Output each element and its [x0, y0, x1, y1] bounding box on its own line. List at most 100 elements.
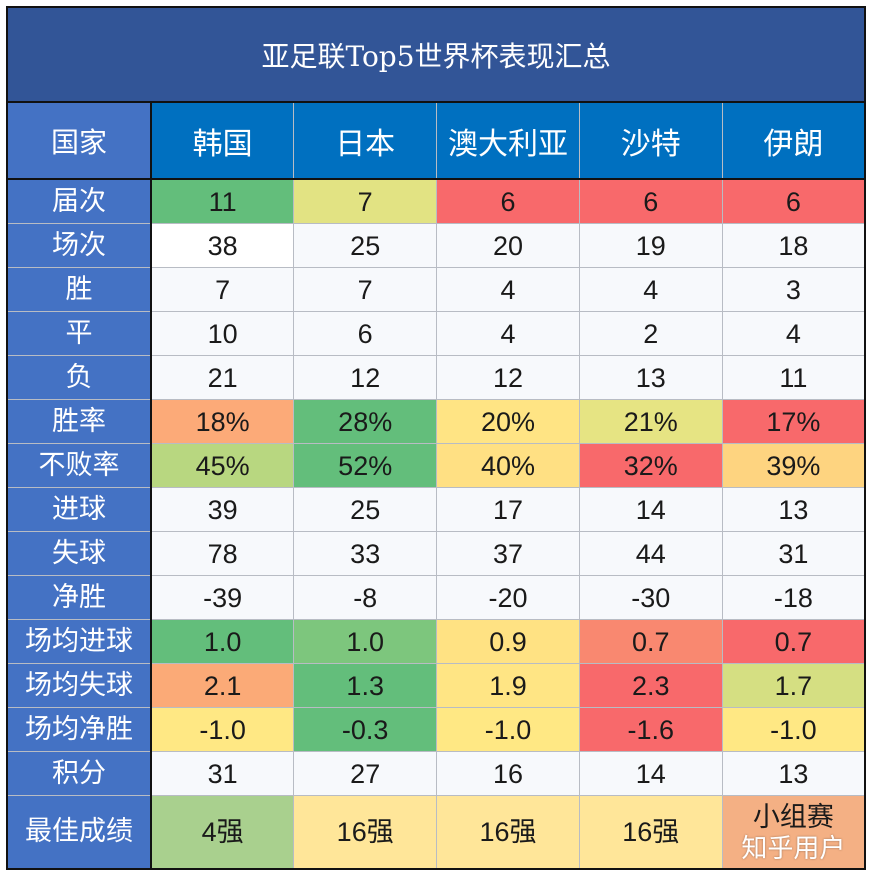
- data-cell: 17%: [721, 399, 866, 444]
- data-cell: 2: [578, 311, 723, 356]
- data-cell: 4: [436, 267, 580, 312]
- cell-value: 18%: [195, 406, 250, 437]
- row-label: 失球: [6, 531, 152, 576]
- table-title: 亚足联Top5世界杯表现汇总: [6, 6, 866, 103]
- cell-value: 4: [643, 274, 659, 305]
- cell-value: 20%: [480, 406, 536, 437]
- cell-value: -1.6: [627, 714, 675, 745]
- cell-value: 20: [492, 230, 524, 261]
- row-label: 进球: [6, 487, 152, 532]
- data-cell: -20: [436, 575, 580, 620]
- cell-value: 12: [350, 362, 381, 393]
- cell-value: 33: [350, 538, 381, 569]
- cell-value: 13: [778, 758, 809, 789]
- data-cell: 12: [293, 355, 438, 400]
- cell-value: 6: [357, 318, 373, 349]
- data-cell: 13: [721, 751, 866, 796]
- table-row: 胜率 18% 28% 20% 21% 17%: [6, 399, 866, 444]
- data-cell: -8: [293, 575, 438, 620]
- data-cell: 1.0: [150, 619, 295, 664]
- cell-value: 1.0: [203, 626, 242, 657]
- cell-value: -1.0: [199, 714, 246, 745]
- data-cell: 44: [578, 531, 723, 576]
- data-cell: 20%: [436, 399, 580, 444]
- cell-value: 12: [492, 362, 524, 393]
- data-cell: 32%: [578, 443, 723, 488]
- cell-value: 7: [215, 274, 231, 305]
- data-cell: 10: [150, 311, 295, 356]
- cell-value: 13: [778, 494, 809, 525]
- row-label: 最佳成绩: [6, 795, 152, 870]
- data-cell: 小组赛 知乎用户: [721, 795, 866, 870]
- cell-value: 16强: [336, 817, 394, 847]
- country-header: 日本: [293, 101, 438, 180]
- data-cell: 2.1: [150, 663, 295, 708]
- data-cell: 39%: [721, 443, 866, 488]
- cell-value: 16强: [622, 817, 680, 847]
- header-row: 国家 韩国 日本 澳大利亚 沙特 伊朗: [6, 101, 866, 180]
- row-label: 届次: [6, 178, 152, 224]
- table-row: 场均净胜 -1.0 -0.3 -1.0 -1.6 -1.0: [6, 707, 866, 752]
- data-cell: 7: [150, 267, 295, 312]
- data-cell: -30: [578, 575, 723, 620]
- cell-value: -1.0: [484, 714, 532, 745]
- watermark: 知乎用户: [741, 833, 846, 863]
- cell-value: 11: [779, 362, 808, 393]
- cell-value: 14: [635, 758, 666, 789]
- cell-value: 28%: [338, 406, 393, 437]
- data-cell: 1.7: [721, 663, 866, 708]
- data-cell: 17: [436, 487, 580, 532]
- data-cell: 38: [150, 223, 295, 268]
- table-row: 场均失球 2.1 1.3 1.9 2.3 1.7: [6, 663, 866, 708]
- data-cell: 39: [150, 487, 295, 532]
- cell-value: 18: [778, 230, 809, 261]
- data-cell: 21%: [578, 399, 723, 444]
- data-cell: 16: [436, 751, 580, 796]
- cell-value: 17%: [766, 406, 821, 437]
- data-cell: 6: [578, 178, 723, 224]
- table-row: 负 21 12 12 13 11: [6, 355, 866, 400]
- data-cell: 25: [293, 487, 438, 532]
- data-cell: 78: [150, 531, 295, 576]
- data-cell: 12: [436, 355, 580, 400]
- cell-value: 0.9: [489, 626, 527, 657]
- row-label: 积分: [6, 751, 152, 796]
- data-cell: 20: [436, 223, 580, 268]
- cell-value: 3: [785, 274, 801, 305]
- data-cell: -1.0: [721, 707, 866, 752]
- table-row: 失球 78 33 37 44 31: [6, 531, 866, 576]
- data-cell: 11: [721, 355, 866, 400]
- data-cell: 3: [721, 267, 866, 312]
- cell-value: -1.0: [770, 714, 817, 745]
- cell-value: 2.3: [632, 670, 670, 701]
- table-row: 最佳成绩 4强 16强 16强 16强 小组赛 知乎用户: [6, 795, 866, 870]
- cell-value: 21%: [623, 406, 678, 437]
- data-cell: 16强: [578, 795, 723, 870]
- cell-value: 32%: [623, 450, 678, 481]
- cell-value: 0.7: [632, 626, 670, 657]
- cell-value: 0.7: [774, 626, 813, 657]
- row-label: 胜: [6, 267, 152, 312]
- data-cell: 27: [293, 751, 438, 796]
- data-cell: 45%: [150, 443, 295, 488]
- data-cell: 0.7: [578, 619, 723, 664]
- cell-value: 11: [208, 186, 237, 217]
- cell-value: -8: [353, 582, 378, 613]
- data-cell: 52%: [293, 443, 438, 488]
- data-cell: 1.9: [436, 663, 580, 708]
- cell-value: 38: [207, 230, 238, 261]
- cell-value: 39%: [766, 450, 821, 481]
- row-label: 场均净胜: [6, 707, 152, 752]
- cell-value: -18: [773, 582, 813, 613]
- data-cell: 7: [293, 267, 438, 312]
- cell-value: 小组赛: [752, 802, 834, 832]
- table-row: 场次 38 25 20 19 18: [6, 223, 866, 268]
- cell-value: 6: [643, 186, 659, 217]
- cell-value: -39: [203, 582, 243, 613]
- cell-value: 40%: [480, 450, 536, 481]
- cell-value: 45%: [195, 450, 250, 481]
- cell-value: 1.0: [346, 626, 384, 657]
- row-label: 场均进球: [6, 619, 152, 664]
- data-cell: 7: [293, 178, 438, 224]
- table-row: 届次 11 7 6 6 6: [6, 178, 866, 224]
